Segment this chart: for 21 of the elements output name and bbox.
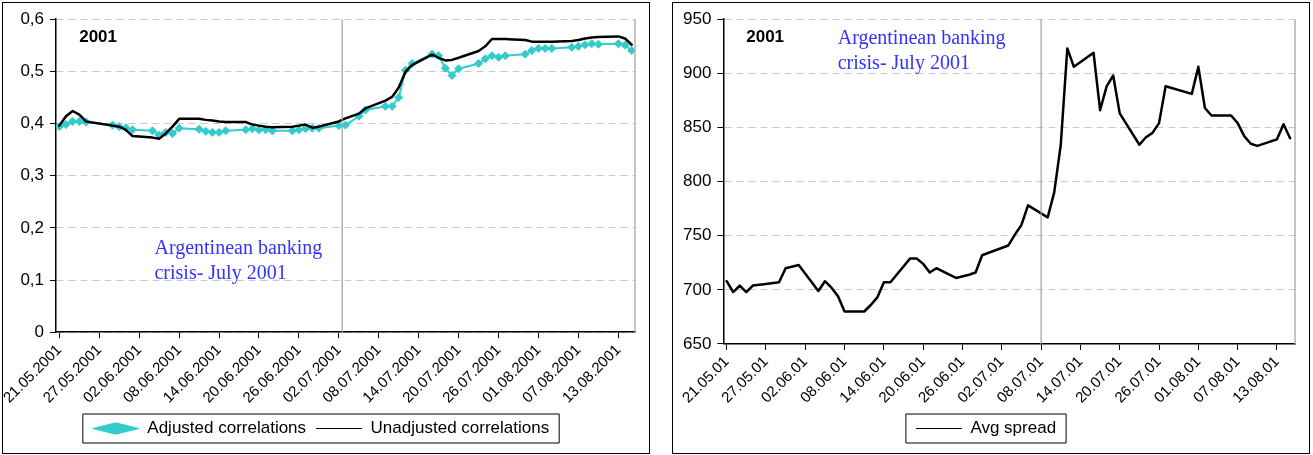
y-tick-label: 900	[682, 63, 712, 83]
annotation: 2001	[79, 26, 118, 46]
y-tick-label: 750	[682, 225, 712, 245]
y-tick-label: 0,5	[20, 61, 45, 81]
legend-label: Adjusted correlations	[147, 418, 307, 438]
y-tick-label: 650	[682, 333, 712, 353]
y-tick-label: 0,3	[20, 165, 45, 185]
legend-label: Unadjusted correlations	[370, 418, 550, 438]
y-tick-label: 950	[682, 8, 712, 28]
annotation: Argentinean banking crisis- July 2001	[837, 26, 1006, 75]
annotation: 2001	[746, 27, 785, 47]
y-tick-label: 0,2	[20, 217, 45, 237]
y-tick-label: 0,1	[20, 269, 45, 289]
legend-label: Avg spread	[970, 418, 1057, 438]
y-tick-label: 700	[682, 279, 712, 299]
y-tick-label: 850	[682, 117, 712, 137]
annotation: Argentinean banking crisis- July 2001	[154, 235, 323, 284]
y-tick-label: 0	[34, 321, 45, 341]
y-tick-label: 0,4	[20, 113, 45, 133]
y-tick-label: 0,6	[20, 8, 45, 28]
y-tick-label: 800	[682, 171, 712, 191]
